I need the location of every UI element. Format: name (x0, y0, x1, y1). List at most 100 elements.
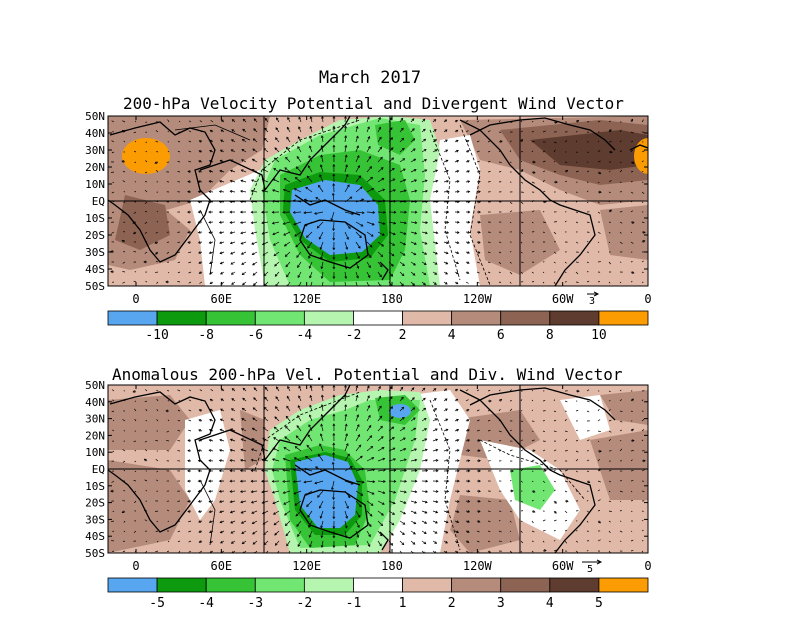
wind-vector-head (359, 235, 362, 239)
wind-vector (399, 448, 406, 452)
lat-label: 10N (85, 446, 105, 459)
wind-vector-head (414, 210, 418, 214)
lon-label: 120E (292, 292, 321, 306)
wind-vector (377, 261, 383, 268)
wind-vector-head (457, 469, 460, 473)
wind-vector (520, 530, 523, 533)
wind-vector (509, 449, 513, 452)
wind-vector (564, 430, 568, 433)
wind-vector (177, 261, 181, 264)
wind-vector-head (332, 257, 336, 260)
wind-vector (283, 447, 291, 452)
wind-vector (377, 231, 385, 236)
wind-vector (122, 550, 126, 553)
wind-vector (177, 160, 181, 163)
wind-vector (520, 231, 523, 234)
wind-vector-head (425, 479, 429, 483)
wind-vector-head (231, 398, 235, 401)
wind-vector-head (435, 520, 438, 524)
wind-vector-head (282, 188, 286, 192)
wind-vector-head (360, 493, 364, 496)
wind-vector (498, 261, 502, 265)
wind-vector-head (435, 448, 439, 452)
wind-vector-head (467, 510, 471, 513)
wind-vector (167, 400, 170, 402)
wind-vector (307, 510, 313, 518)
wind-vector-head (317, 453, 321, 457)
panel-1-grid (108, 116, 648, 286)
wind-vector (608, 510, 612, 512)
wind-vector (219, 231, 225, 234)
wind-vector-head (414, 179, 418, 182)
wind-vector-head (253, 387, 257, 391)
wind-vector-head (424, 428, 428, 431)
wind-vector (145, 408, 148, 412)
wind-vector (231, 540, 236, 544)
wind-vector-head (587, 480, 591, 483)
wind-vector-head (543, 469, 547, 473)
wind-vector (230, 159, 236, 163)
wind-vector (219, 459, 225, 462)
wind-vector-head (392, 437, 395, 440)
wind-vector-head (219, 500, 222, 503)
wind-vector (134, 500, 137, 504)
wind-vector (564, 510, 568, 514)
wind-vector (410, 407, 415, 412)
wind-vector (630, 131, 634, 134)
wind-vector-head (367, 275, 371, 279)
wind-vector-head (219, 448, 222, 452)
wind-vector (366, 415, 371, 422)
wind-vector (432, 530, 438, 534)
wind-vector-head (642, 240, 646, 243)
wind-vector (156, 281, 159, 284)
wind-vector (241, 428, 247, 432)
wind-vector (586, 439, 590, 442)
wind-vector-head (229, 469, 233, 473)
wind-vector (487, 171, 491, 173)
wind-vector (188, 429, 192, 432)
colorbar-swatch (254, 310, 305, 326)
wind-vector (630, 450, 634, 452)
wind-vector (219, 439, 225, 442)
wind-vector (123, 469, 126, 472)
wind-vector-head (423, 148, 427, 152)
wind-vector-head (229, 479, 233, 483)
wind-vector-head (264, 386, 268, 390)
wind-vector-head (240, 252, 244, 255)
wind-vector-head (456, 149, 459, 153)
wind-vector-head (532, 171, 536, 174)
wind-vector (286, 406, 291, 412)
wind-vector (252, 158, 258, 163)
wind-vector-head (355, 135, 359, 139)
wind-vector-head (425, 189, 428, 193)
wind-vector (553, 281, 556, 285)
wind-vector (230, 520, 236, 524)
wind-vector (520, 399, 523, 402)
wind-vector (553, 419, 557, 422)
wind-vector-head (308, 524, 311, 528)
wind-vector-head (251, 521, 255, 525)
wind-vector (355, 175, 361, 183)
wind-vector-head (357, 245, 361, 249)
wind-vector (145, 420, 148, 422)
wind-vector-head (369, 435, 373, 438)
wind-vector-head (271, 479, 275, 483)
wind-vector (443, 439, 449, 442)
wind-vector (188, 550, 192, 553)
wind-vector (144, 189, 148, 193)
wind-vector-head (241, 138, 245, 142)
wind-vector-head (404, 479, 408, 483)
wind-vector (273, 178, 280, 183)
wind-vector (575, 440, 578, 442)
wind-vector-head (252, 531, 255, 535)
wind-vector (608, 191, 611, 193)
wind-vector (344, 385, 346, 392)
wind-vector (641, 260, 644, 263)
wind-vector (111, 120, 115, 123)
wind-vector-head (455, 271, 459, 275)
wind-vector-head (467, 489, 471, 493)
wind-vector (487, 271, 491, 274)
wind-vector-head (435, 220, 439, 224)
wind-vector (399, 510, 406, 515)
wind-vector (177, 510, 181, 512)
